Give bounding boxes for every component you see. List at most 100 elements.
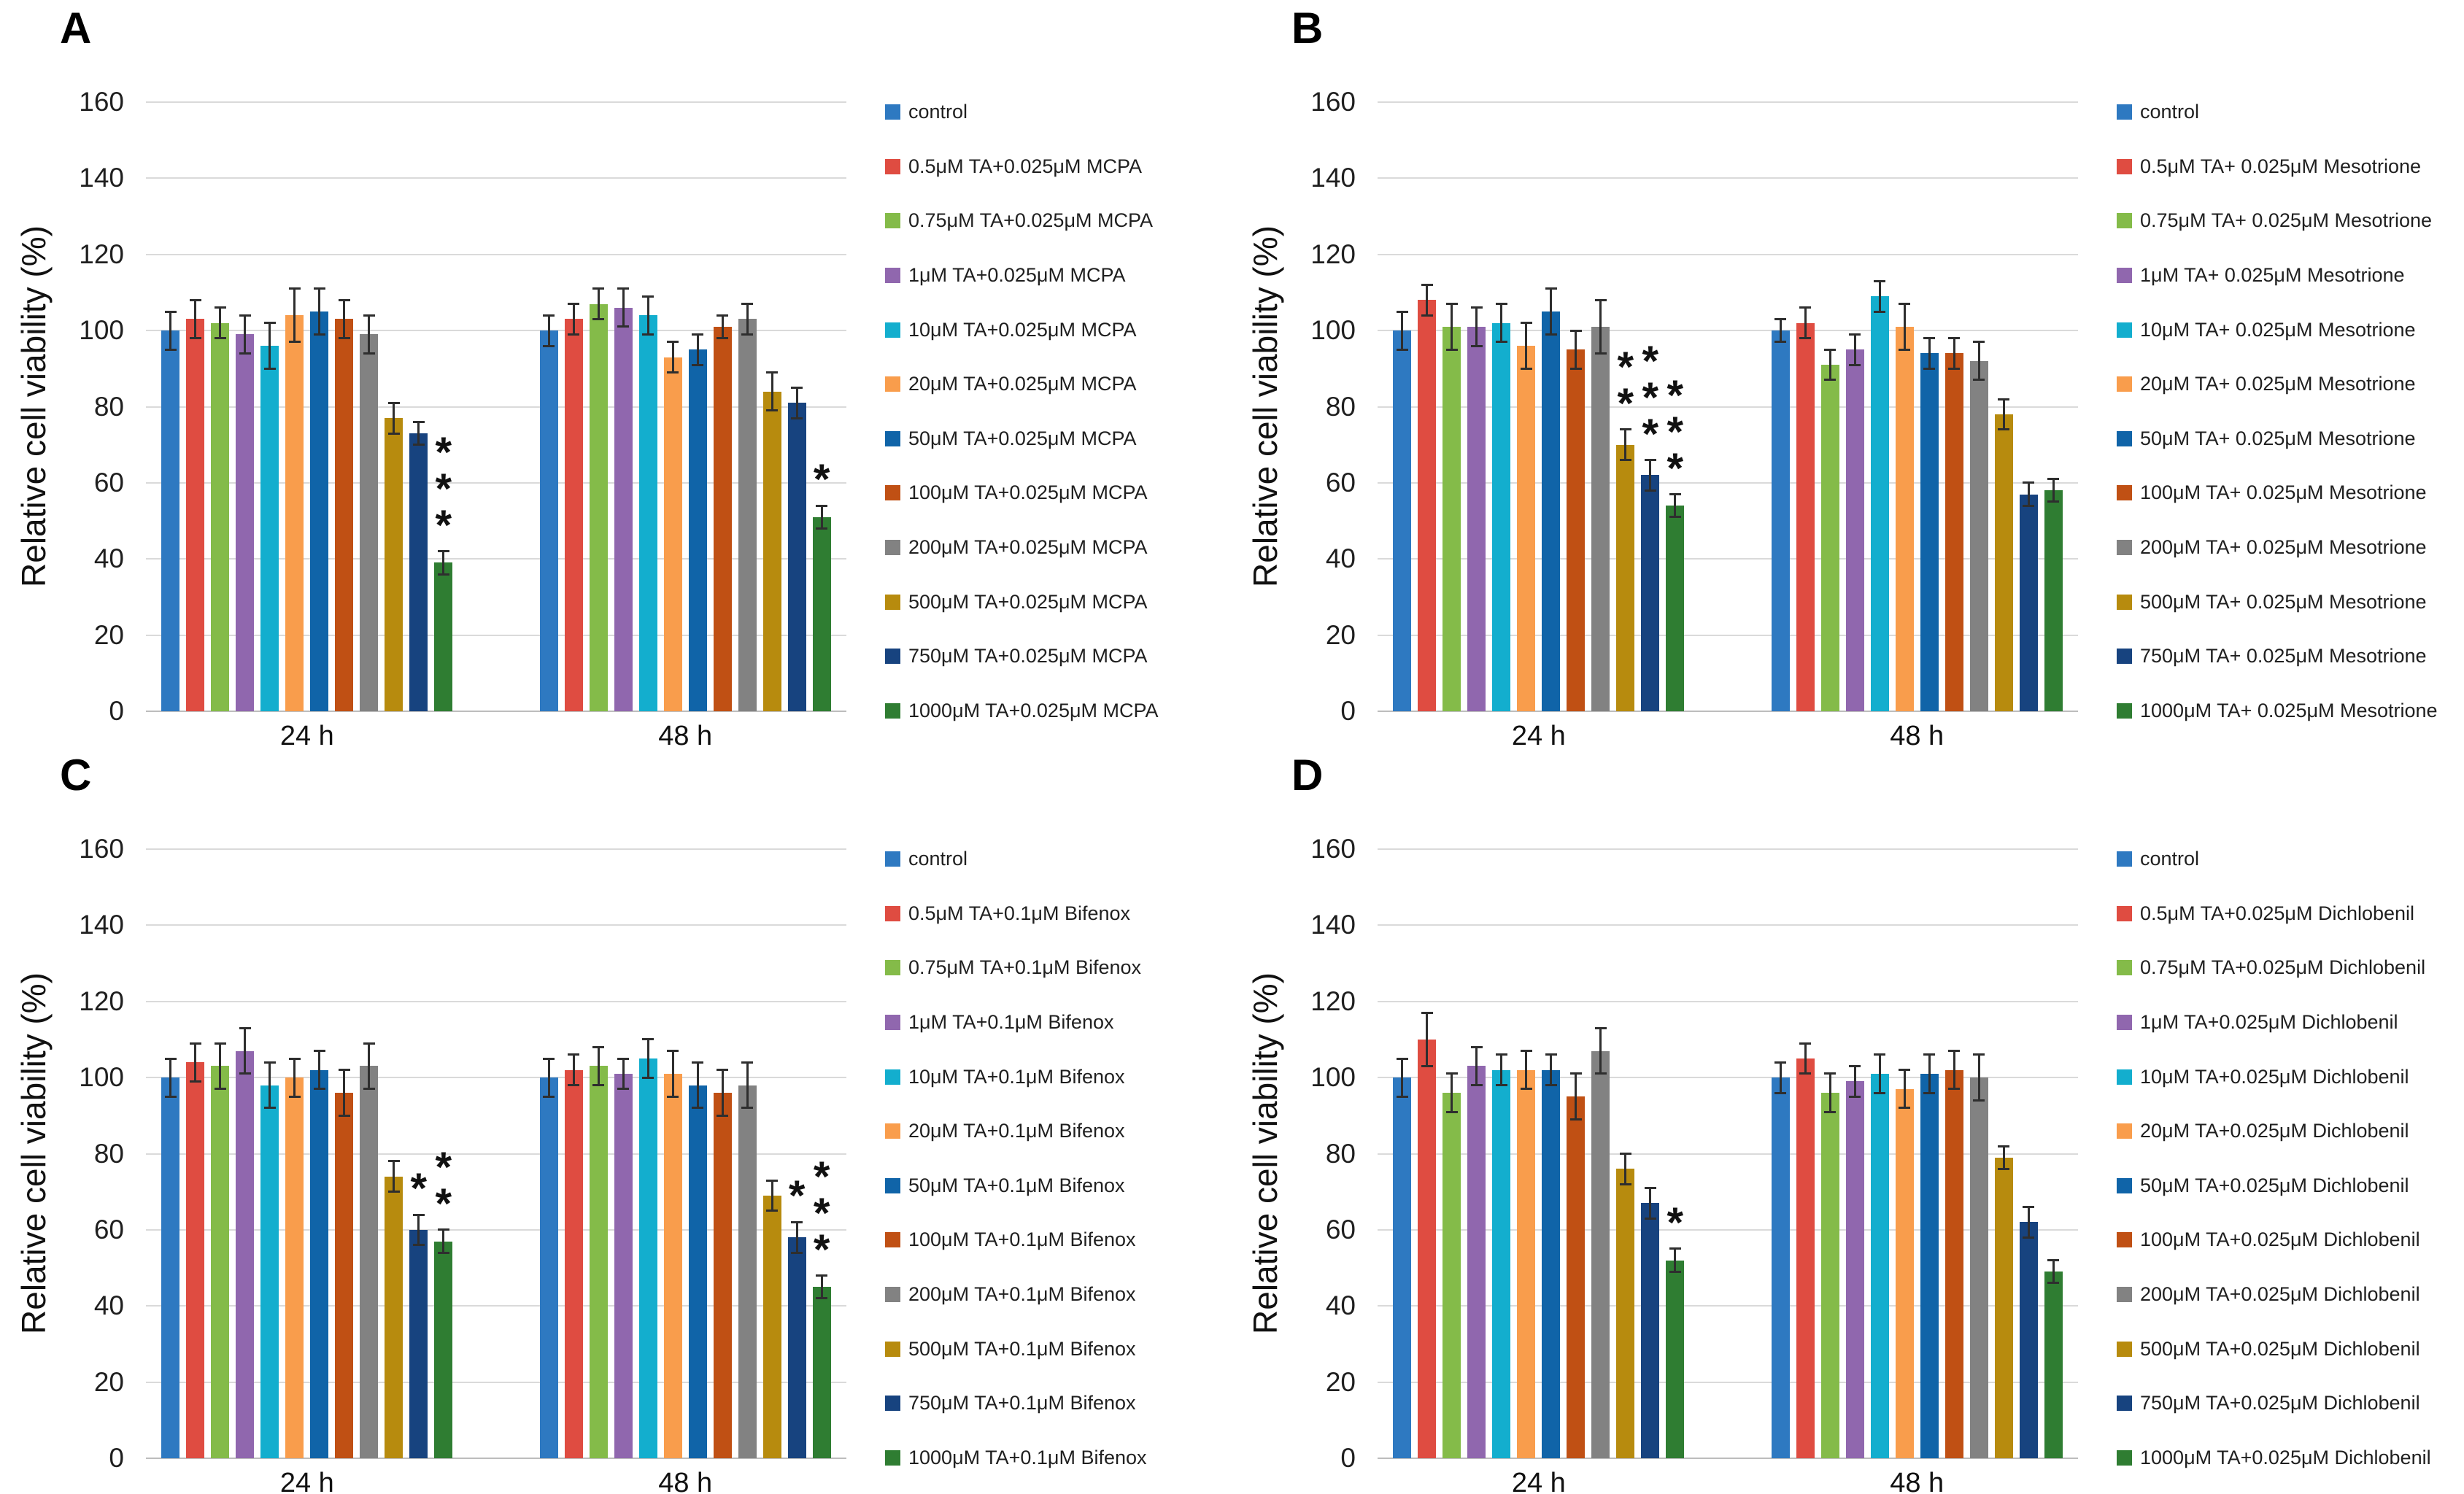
legend-item: 0.5μM TA+0.025μM Dichlobenil: [2117, 902, 2431, 925]
error-bar: [169, 1058, 172, 1097]
bar: [2019, 1222, 2038, 1458]
bar-slot: [738, 849, 757, 1458]
error-bar-top-cap: [1569, 1072, 1582, 1075]
legend-item: 750μM TA+0.1μM Bifenox: [885, 1392, 1147, 1414]
bar-slot: [589, 849, 608, 1458]
legend-label: 750μM TA+0.025μM Dichlobenil: [2140, 1392, 2420, 1414]
error-bar-bottom-cap: [1470, 1084, 1483, 1087]
error-bar-top-cap: [1520, 1050, 1532, 1053]
error-bar: [622, 288, 625, 327]
bar-slot: * *: [434, 849, 453, 1458]
bar: [564, 319, 583, 711]
legend-label: 50μM TA+ 0.025μM Mesotrione: [2140, 427, 2416, 449]
legend-label: 1μM TA+0.1μM Bifenox: [908, 1010, 1114, 1033]
bar: [638, 315, 657, 711]
bar-slot: [2019, 849, 2038, 1458]
legend-color-chip: [2117, 1069, 2132, 1085]
legend-color-chip: [885, 851, 900, 867]
error-bar-top-cap: [592, 1045, 605, 1048]
bar-slot: [1845, 849, 1864, 1458]
legend-item: control: [2117, 101, 2438, 123]
error-bar: [820, 506, 823, 529]
bar-slot: [1517, 102, 1536, 711]
legend-label: 0.75μM TA+0.025μM Dichlobenil: [2140, 956, 2426, 979]
bar: [1443, 326, 1461, 711]
legend-item: 100μM TA+0.025μM Dichlobenil: [2117, 1228, 2431, 1251]
error-bar-bottom-cap: [791, 417, 803, 419]
gridline: [146, 177, 846, 179]
error-bar: [1475, 1047, 1478, 1085]
error-bar: [1451, 303, 1453, 350]
bar: [360, 1066, 379, 1458]
error-bar: [1878, 1054, 1881, 1093]
legend-label: 200μM TA+0.025μM Dichlobenil: [2140, 1283, 2420, 1305]
error-bar-top-cap: [543, 314, 555, 317]
asterisk: *: [1667, 371, 1684, 419]
legend-label: 1000μM TA+0.025μM MCPA: [908, 699, 1159, 721]
error-bar-bottom-cap: [1824, 1110, 1837, 1113]
bar-group-24h: * * *: [146, 102, 468, 711]
bar: [738, 319, 757, 711]
bar: [285, 1077, 304, 1458]
error-bar-bottom-cap: [1569, 1118, 1582, 1121]
significance-marker: * * *: [436, 431, 452, 546]
legend-color-chip: [2117, 540, 2132, 555]
bar: [310, 311, 329, 711]
bar-slot: [236, 102, 255, 711]
legend-color-chip: [2117, 158, 2132, 174]
legend-label: 10μM TA+0.025μM MCPA: [908, 318, 1137, 341]
error-bar: [2027, 1207, 2030, 1238]
error-bar-bottom-cap: [1495, 1084, 1507, 1087]
error-bar-top-cap: [1874, 279, 1886, 282]
error-bar: [597, 288, 600, 320]
legend-item: 50μM TA+ 0.025μM Mesotrione: [2117, 427, 2438, 450]
error-bar-top-cap: [2047, 1259, 2060, 1262]
error-bar-bottom-cap: [387, 432, 400, 435]
error-bar-top-cap: [791, 386, 803, 389]
gridline: [146, 1153, 846, 1155]
bar: [539, 330, 558, 711]
bar: [236, 1050, 255, 1458]
y-tick-label: 20: [1325, 1366, 1356, 1397]
legend-color-chip: [885, 905, 900, 921]
error-bar-bottom-cap: [741, 333, 754, 336]
legend-label: 20μM TA+0.025μM Dichlobenil: [2140, 1120, 2409, 1142]
legend-color-chip: [885, 1123, 900, 1139]
bar-slot: [409, 102, 428, 711]
error-bar-top-cap: [741, 303, 754, 306]
error-bar-bottom-cap: [741, 1107, 754, 1110]
error-bar-bottom-cap: [1973, 1099, 1985, 1102]
y-tick-label: 60: [93, 1214, 124, 1245]
error-bar-bottom-cap: [313, 333, 325, 336]
gridline: [1378, 634, 2078, 636]
error-bar: [368, 1043, 371, 1089]
legend-label: control: [2140, 101, 2200, 123]
legend-color-chip: [2117, 267, 2132, 283]
error-bar-bottom-cap: [412, 444, 425, 446]
bar: [1796, 1058, 1815, 1458]
panel-letter: B: [1291, 4, 1324, 53]
bar-slot: [1492, 102, 1511, 711]
error-bar: [293, 288, 296, 342]
error-bar-top-cap: [437, 550, 449, 553]
bar: [539, 1077, 558, 1458]
error-bar: [646, 296, 649, 335]
bar: [812, 516, 831, 711]
error-bar-bottom-cap: [1973, 379, 1985, 382]
legend-item: 10μM TA+0.1μM Bifenox: [885, 1066, 1147, 1088]
bar: [1467, 1066, 1486, 1458]
y-tick-label: 100: [1310, 1062, 1356, 1093]
error-bar-top-cap: [1470, 306, 1483, 309]
bar-slot: [1517, 849, 1536, 1458]
legend-item: 50μM TA+0.025μM Dichlobenil: [2117, 1174, 2431, 1197]
error-bar-bottom-cap: [363, 1088, 375, 1091]
y-tick-label: 160: [79, 87, 124, 117]
error-bar-bottom-cap: [1998, 1167, 2010, 1170]
bar: [663, 357, 682, 711]
legend-label: 100μM TA+0.025μM MCPA: [908, 481, 1148, 504]
x-group-label: 24 h: [279, 721, 334, 747]
legend-label: control: [908, 848, 968, 870]
y-tick-label: 160: [79, 834, 124, 864]
bar-slot: [614, 102, 633, 711]
legend-color-chip: [2117, 851, 2132, 867]
